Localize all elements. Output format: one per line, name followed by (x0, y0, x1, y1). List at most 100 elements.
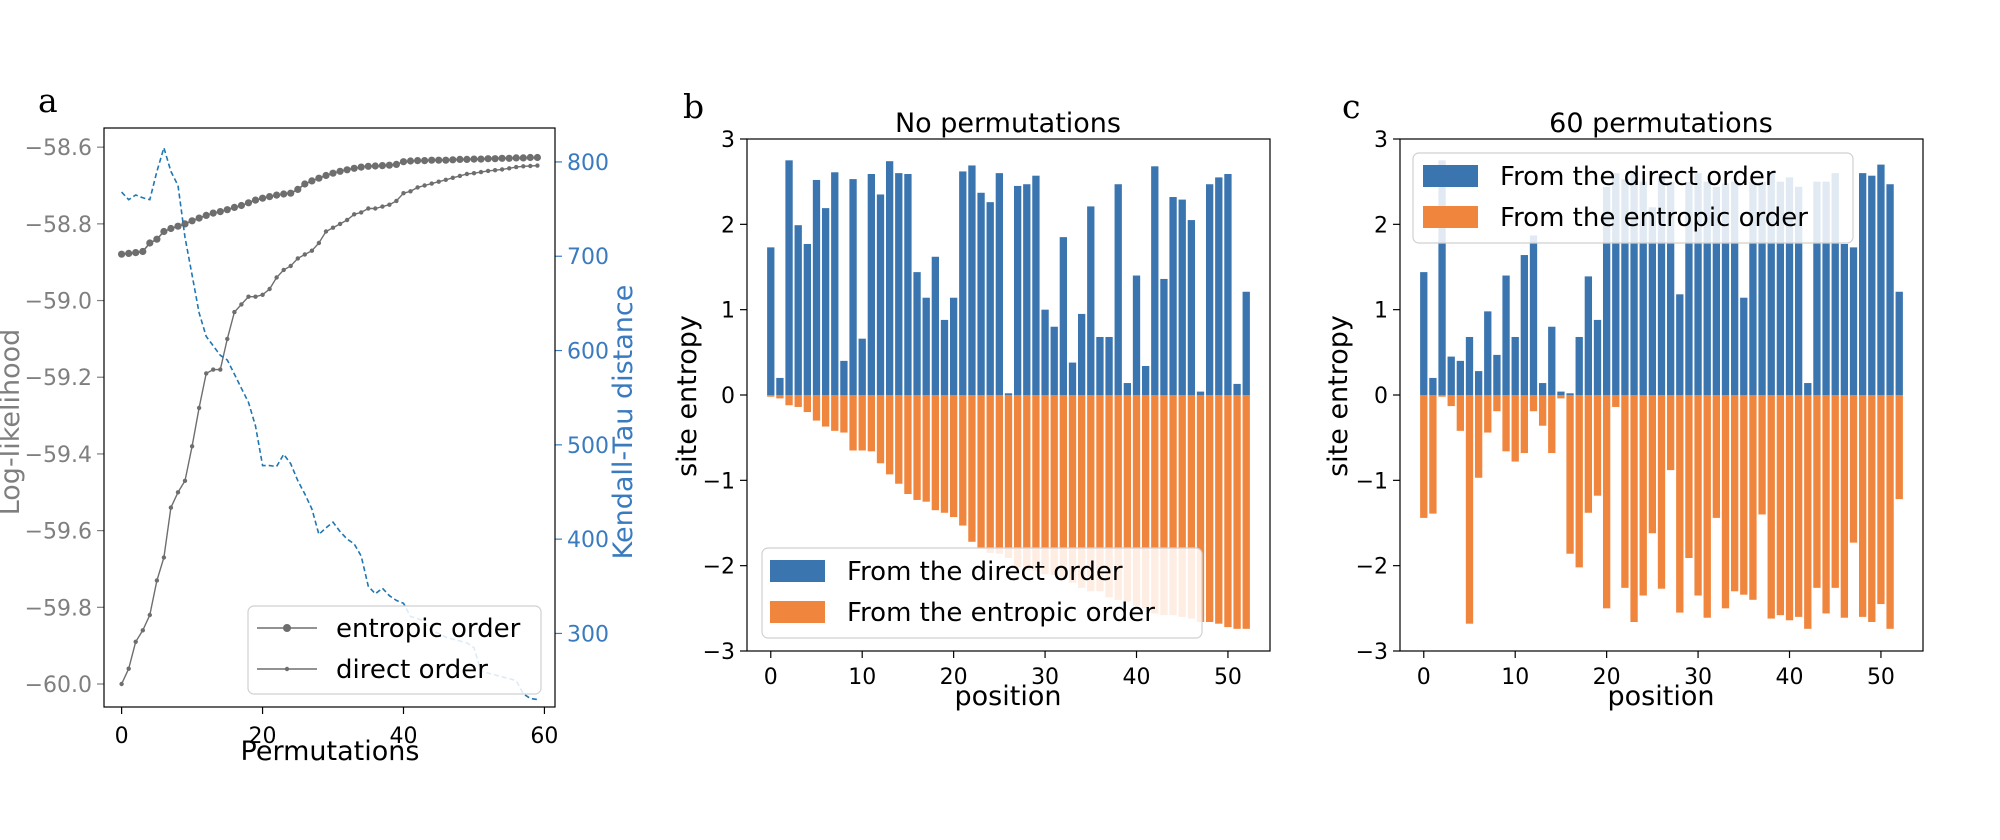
panel-b-bar-direct (831, 172, 839, 395)
panel-b-bar-entropic (812, 395, 821, 421)
point-direct-order (521, 164, 526, 169)
point-entropic-order (195, 214, 203, 222)
point-direct-order (535, 163, 540, 168)
panel-b-bar-entropic (986, 395, 994, 553)
point-direct-order (507, 166, 512, 171)
panel-label-c: c (1342, 87, 1360, 126)
panel-c-bar-entropic (1785, 395, 1794, 621)
panel-a-y2tick-label: 300 (567, 622, 609, 647)
point-direct-order (394, 198, 399, 204)
panel-c-bar-direct (1785, 177, 1794, 395)
panel-b-bar-entropic (876, 395, 885, 464)
panel-b-bar-entropic (1023, 395, 1031, 570)
panel-b-bar-entropic (949, 395, 958, 518)
point-entropic-order (399, 158, 408, 166)
point-direct-order (309, 248, 315, 253)
panel-c-bar-entropic (1840, 395, 1849, 618)
panel-b-bar-direct (986, 202, 994, 395)
panel-b-bar-entropic (821, 395, 830, 427)
panel-c-bar-direct (1840, 243, 1849, 395)
panel-c-bar-entropic (1602, 395, 1611, 609)
point-direct-order (323, 229, 329, 234)
point-direct-order (211, 367, 216, 372)
point-entropic-order (378, 162, 386, 170)
point-direct-order (330, 225, 336, 230)
panel-c-legend: From the direct order From the entropic … (1412, 152, 1854, 244)
panel-c-bar-direct (1877, 164, 1885, 395)
point-entropic-order (449, 156, 457, 164)
point-entropic-order (406, 157, 415, 165)
panel-c-ytick-label: 3 (1374, 128, 1388, 153)
panel-b-bar-direct (803, 243, 811, 395)
panel-b-bar-entropic (1187, 395, 1196, 619)
panel-c-ytick-label: −1 (1356, 469, 1388, 494)
panel-b-bar-chart: b No permutations site entropy position … (672, 87, 1271, 712)
panel-b-bar-direct (913, 272, 921, 395)
panel-b-legend-box (761, 547, 1203, 639)
panel-c-bar-direct (1730, 181, 1739, 395)
panel-b-bar-direct (1114, 184, 1122, 395)
point-entropic-order (216, 208, 224, 216)
point-entropic-order (125, 249, 133, 257)
panel-c-bar-entropic (1529, 395, 1538, 412)
panel-c-bar-entropic (1584, 395, 1593, 513)
panel-c-bar-direct (1694, 173, 1702, 395)
panel-c-bar-entropic (1493, 395, 1501, 412)
panel-a-ytick-label: −60.0 (25, 673, 92, 698)
panel-b-bar-entropic (940, 395, 949, 513)
panel-b-bar-entropic (1178, 395, 1186, 617)
panel-b-bar-entropic (1224, 395, 1232, 628)
legend-label-entropic-c: From the entropic order (1500, 203, 1808, 233)
panel-b-bar-direct (1123, 383, 1132, 395)
panel-b-bar-direct (1059, 237, 1068, 395)
panel-c-bar-direct (1767, 173, 1775, 395)
point-direct-order (218, 367, 223, 372)
panel-c-bar-entropic (1420, 395, 1428, 518)
panel-b-ytick-label: 0 (721, 384, 735, 409)
point-entropic-order (519, 154, 527, 162)
panel-c-ytick-label: −3 (1356, 640, 1388, 665)
panel-b-bar-direct (1141, 365, 1150, 395)
panel-b-bar-entropic (831, 395, 839, 431)
panel-c-bar-direct (1447, 356, 1455, 395)
panel-c-bar-entropic (1657, 395, 1666, 589)
panel-a-ylabel: Log-likelihood (0, 329, 26, 516)
point-direct-order (415, 185, 420, 190)
panel-b-bar-entropic (1206, 395, 1214, 622)
panel-b-bar-direct (1132, 275, 1141, 395)
point-entropic-order (442, 156, 450, 164)
panel-a-series (118, 144, 542, 701)
point-direct-order (161, 555, 167, 560)
panel-c-bar-entropic (1794, 395, 1803, 617)
panel-b-bar-entropic (895, 395, 903, 484)
panel-b-bar-entropic (776, 395, 784, 399)
point-entropic-order (280, 190, 288, 198)
panel-c-bar-direct (1612, 173, 1620, 395)
panel-c-bar-entropic (1694, 395, 1702, 596)
panel-c-bar-direct (1602, 186, 1611, 395)
panel-c-xtick-label: 20 (1593, 665, 1621, 690)
point-direct-order (133, 639, 138, 644)
panel-c-ylabel: site entropy (1323, 315, 1354, 477)
panel-b-bar-entropic (1096, 395, 1104, 592)
point-entropic-order (421, 157, 429, 165)
panel-a-xtick-label: 40 (389, 724, 417, 749)
point-entropic-order (266, 193, 274, 201)
panel-a-ytick-label: −59.2 (25, 366, 92, 391)
panel-b-bar-direct (1068, 362, 1077, 395)
panel-b-bar-entropic (840, 395, 848, 433)
panel-c-bar-entropic (1886, 395, 1894, 629)
point-direct-order (260, 292, 265, 297)
panel-b-bar-entropic (1087, 395, 1095, 592)
point-direct-order (457, 173, 463, 179)
legend-label-entropic: entropic order (336, 614, 521, 644)
panel-c-bar-direct (1721, 183, 1730, 395)
point-direct-order (302, 252, 307, 257)
panel-c-xtick-label: 10 (1501, 665, 1529, 690)
panel-a-xtick-label: 60 (530, 724, 558, 749)
panel-b-bar-entropic (1196, 395, 1205, 622)
panel-b-bar-entropic (1013, 395, 1022, 568)
point-direct-order (366, 206, 371, 211)
panel-b-bar-direct (1077, 313, 1086, 395)
point-entropic-order (533, 153, 542, 162)
